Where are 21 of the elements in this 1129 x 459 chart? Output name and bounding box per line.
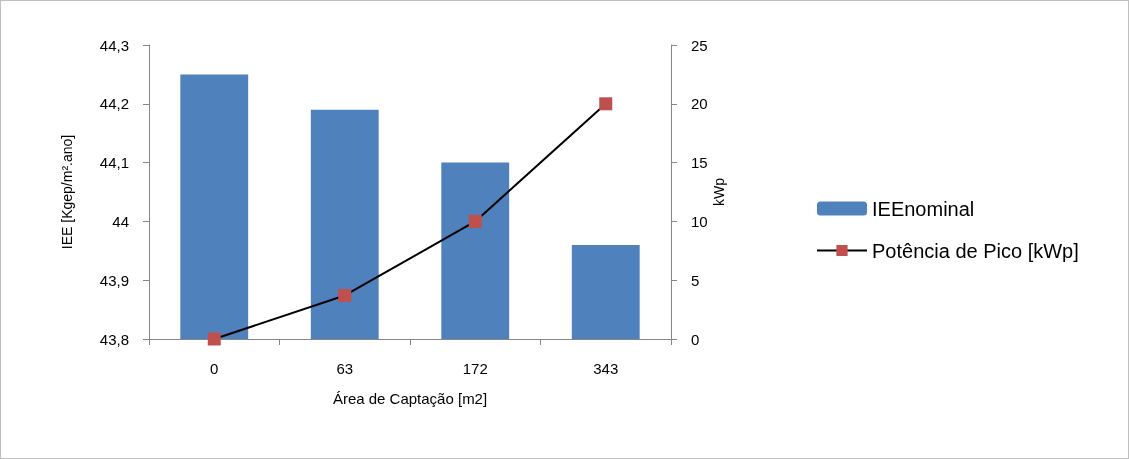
x-tick-label: 63 — [336, 360, 354, 377]
legend-label: Potência de Pico [kWp] — [872, 239, 1079, 262]
y-tick-label: 44,1 — [99, 154, 129, 172]
legend-label: IEEnominal — [872, 197, 975, 220]
y2-tick-label: 10 — [691, 212, 708, 230]
y-tick-label: 44 — [112, 212, 129, 230]
x-axis-title: Área de Captação [m2] — [332, 390, 488, 407]
y2-axis-title: kWp — [710, 177, 727, 206]
y-axis-title: IEE [Kgep/m².ano] — [59, 134, 75, 250]
y2-tick-label: 15 — [691, 154, 708, 172]
y2-tick-label: 25 — [691, 36, 708, 54]
y2-tick-label: 5 — [691, 271, 700, 289]
y-tick-label: 43,9 — [99, 271, 129, 289]
y2-tick-label: 20 — [691, 95, 708, 113]
y2-tick-label: 0 — [691, 330, 700, 348]
y-tick-label: 43,8 — [99, 330, 129, 348]
x-tick-label: 0 — [210, 360, 219, 377]
x-tick-label: 343 — [593, 360, 619, 377]
x-tick-label: 172 — [462, 360, 488, 377]
y-tick-label: 44,3 — [99, 36, 129, 54]
y-tick-label: 44,2 — [99, 95, 129, 113]
